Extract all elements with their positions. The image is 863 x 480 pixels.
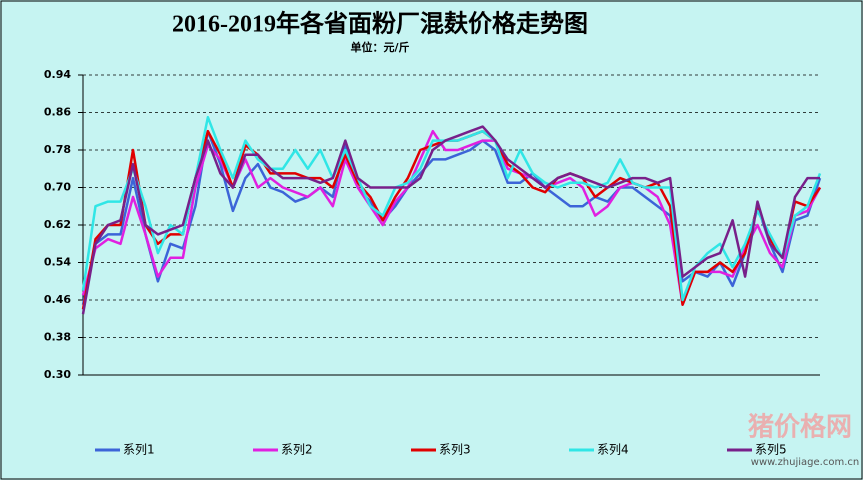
y-tick-label: 0.62	[44, 218, 71, 231]
y-tick-label: 0.54	[44, 256, 71, 269]
chart-title: 2016-2019年各省面粉厂混麸价格走势图	[172, 10, 588, 38]
series-line	[81, 129, 822, 305]
y-tick-label: 0.86	[44, 106, 71, 119]
chart-subtitle: 单位：元/斤	[350, 40, 409, 54]
y-tick-label: 0.94	[44, 68, 71, 81]
legend-label: 系列3	[439, 443, 471, 457]
watermark: 猪价格网	[748, 412, 852, 443]
y-tick-label: 0.70	[44, 181, 71, 194]
y-tick-label: 0.46	[44, 293, 71, 306]
watermark-url: www.zhujiage.com.cn	[751, 457, 859, 468]
legend-label: 系列2	[281, 443, 313, 457]
y-tick-label: 0.78	[44, 143, 71, 156]
y-tick-label: 0.38	[44, 331, 71, 344]
legend-label: 系列5	[755, 443, 787, 457]
series-line	[81, 125, 820, 315]
legend-label: 系列4	[597, 443, 629, 457]
y-tick-label: 0.30	[44, 368, 71, 381]
legend-label: 系列1	[123, 443, 155, 457]
